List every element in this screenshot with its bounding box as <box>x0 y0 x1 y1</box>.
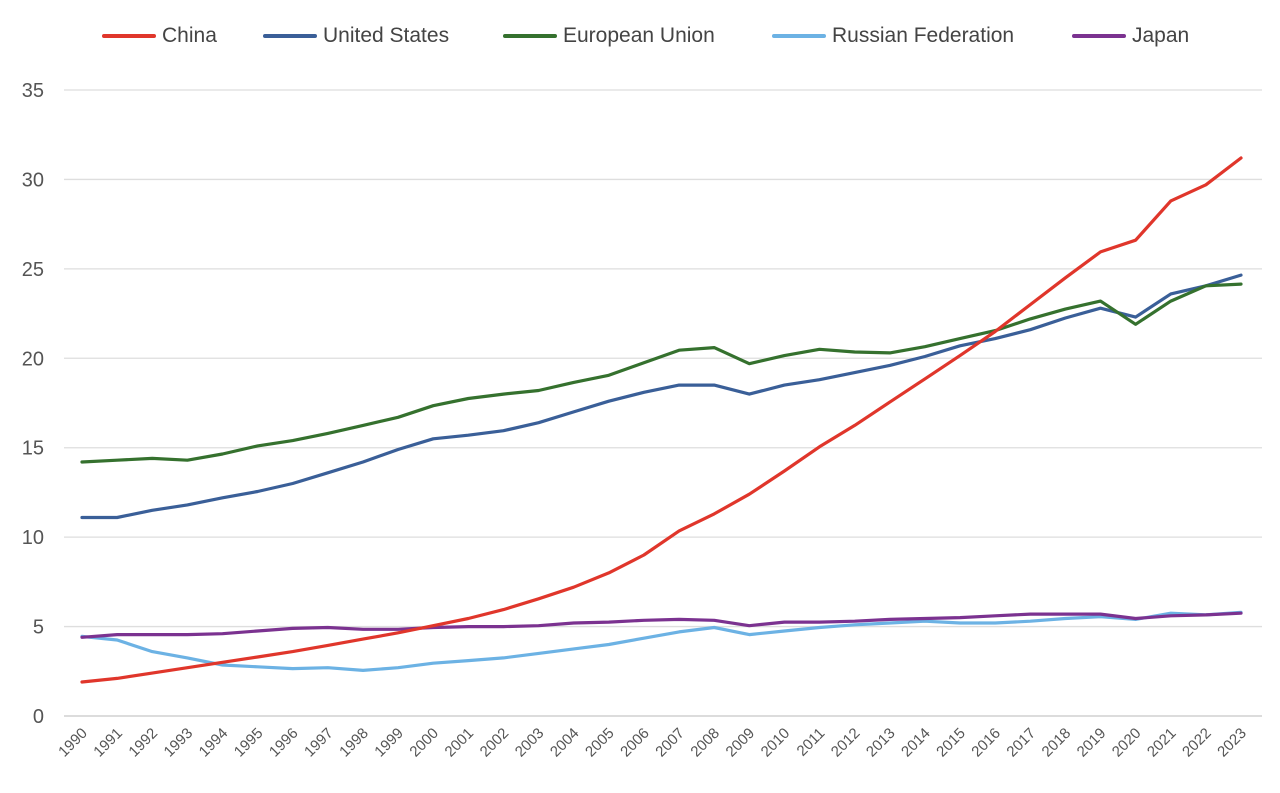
x-tick-label: 2014 <box>898 725 934 761</box>
x-tick-label: 2000 <box>406 725 442 761</box>
legend-swatch <box>503 34 557 38</box>
x-axis-labels: 1990 1991 1992 1993 1994 1995 1996 1997 1998 1999… <box>55 725 1250 761</box>
legend-item-china: China <box>102 22 217 50</box>
legend-item-european-union: European Union <box>503 22 715 50</box>
y-tick-label: 0 <box>33 706 44 728</box>
series-line-china <box>80 156 1243 684</box>
y-tick-label: 10 <box>22 527 44 549</box>
x-tick-label: 2009 <box>723 725 759 761</box>
x-tick-label: 2003 <box>512 725 548 761</box>
legend-label: Russian Federation <box>832 24 1015 47</box>
legend-swatch <box>1072 34 1126 38</box>
x-tick-label: 2001 <box>442 725 478 761</box>
y-tick-label: 15 <box>22 438 44 460</box>
x-tick-label: 1992 <box>125 725 161 761</box>
x-tick-label: 2021 <box>1144 725 1180 761</box>
x-tick-label: 2007 <box>652 725 688 761</box>
x-tick-label: 2022 <box>1179 725 1215 761</box>
x-tick-label: 2017 <box>1003 725 1039 761</box>
legend-label: Japan <box>1132 24 1190 47</box>
y-gridlines <box>64 89 1262 717</box>
legend-label: China <box>162 24 217 47</box>
legend-swatch <box>772 34 826 38</box>
x-tick-label: 2008 <box>687 725 723 761</box>
x-tick-label: 1991 <box>90 725 126 761</box>
legend-swatch <box>102 34 156 38</box>
series-line-united-states <box>80 273 1243 520</box>
legend: China United States European Union Russian … <box>0 22 1280 50</box>
legend-item-japan: Japan <box>1072 22 1189 50</box>
x-tick-label: 2016 <box>968 725 1004 761</box>
x-tick-label: 2012 <box>828 725 864 761</box>
x-tick-label: 2020 <box>1109 725 1145 761</box>
x-tick-label: 1996 <box>266 725 302 761</box>
legend-item-russian-federation: Russian Federation <box>772 22 1014 50</box>
legend-item-united-states: United States <box>263 22 449 50</box>
x-tick-label: 1994 <box>196 725 232 761</box>
y-tick-label: 20 <box>22 348 44 370</box>
x-tick-label: 1997 <box>301 725 337 761</box>
x-tick-label: 2002 <box>477 725 513 761</box>
x-tick-label: 2005 <box>582 725 618 761</box>
x-tick-label: 2019 <box>1074 725 1110 761</box>
legend-label: European Union <box>563 24 715 47</box>
x-tick-label: 1999 <box>371 725 407 761</box>
series-line-russian-federation <box>80 610 1243 673</box>
y-tick-label: 30 <box>22 169 44 191</box>
x-tick-label: 2004 <box>547 725 583 761</box>
y-tick-label: 35 <box>22 80 44 102</box>
x-tick-label: 2011 <box>794 725 829 760</box>
x-tick-label: 1993 <box>161 725 197 761</box>
y-tick-label: 25 <box>22 259 44 281</box>
x-tick-label: 2023 <box>1214 725 1250 761</box>
x-tick-label: 1998 <box>336 725 372 761</box>
x-tick-label: 1995 <box>231 725 267 761</box>
series-line-european-union <box>80 282 1243 464</box>
x-tick-label: 2013 <box>863 725 899 761</box>
series-line-japan <box>80 611 1243 639</box>
x-tick-label: 2010 <box>758 725 794 761</box>
x-tick-label: 2015 <box>933 725 969 761</box>
x-tick-label: 2018 <box>1039 725 1075 761</box>
x-tick-label: 2006 <box>617 725 653 761</box>
y-tick-label: 5 <box>33 617 44 639</box>
legend-label: United States <box>323 24 450 47</box>
x-tick-label: 1990 <box>55 725 91 761</box>
legend-swatch <box>263 34 317 38</box>
